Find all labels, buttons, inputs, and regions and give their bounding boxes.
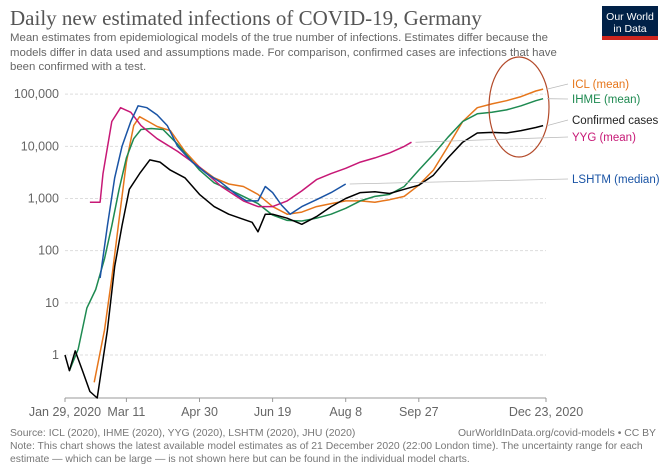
y-tick-label: 1,000	[28, 192, 59, 206]
logo-line-2: in Data	[613, 23, 647, 35]
label-connector	[349, 178, 569, 185]
source-text: Source: ICL (2020), IHME (2020), YYG (20…	[10, 428, 356, 439]
series-label: ICL (mean)	[572, 79, 629, 91]
y-tick-label: 10,000	[21, 139, 59, 153]
series-line	[93, 88, 544, 383]
logo-line-1: Our World	[606, 11, 654, 23]
chart-footer: Source: ICL (2020), IHME (2020), YYG (20…	[10, 427, 656, 466]
series-line	[89, 106, 412, 208]
series-label: Confirmed cases	[572, 115, 659, 127]
chart-subtitle: Mean estimates from epidemiological mode…	[10, 32, 557, 73]
logo-accent-bar	[602, 36, 658, 40]
x-tick-label: Aug 8	[329, 405, 362, 419]
y-tick-label: 10	[45, 296, 59, 310]
x-tick-label: Sep 27	[399, 405, 439, 419]
label-connector	[415, 136, 569, 143]
series-label: IHME (mean)	[572, 94, 641, 106]
x-tick-label: Apr 30	[181, 405, 218, 419]
line-chart: 1 10 100 1,000 10,000 100,000 Jan 29, 2020 Mar …	[14, 56, 660, 419]
label-connector	[546, 119, 569, 126]
chart-title: Daily new estimated infections of COVID-…	[10, 6, 482, 30]
y-tick-label: 100	[38, 244, 59, 258]
series-line	[99, 105, 347, 279]
x-tick-label: Mar 11	[107, 405, 145, 419]
label-connector	[546, 83, 569, 90]
y-tick-label: 100,000	[14, 87, 59, 101]
y-tick-label: 1	[52, 348, 59, 362]
series-line	[68, 97, 544, 371]
x-tick-label: Jun 19	[254, 405, 292, 419]
highlight-ellipse	[488, 56, 550, 158]
series-label: LSHTM (median)	[572, 174, 660, 186]
series-line	[64, 124, 544, 399]
credit-link[interactable]: OurWorldInData.org/covid-models • CC BY	[457, 428, 656, 439]
series-label: YYG (mean)	[572, 132, 636, 144]
owid-logo[interactable]: Our World in Data	[602, 6, 658, 40]
x-tick-label: Dec 23, 2020	[509, 405, 583, 419]
x-tick-label: Jan 29, 2020	[29, 405, 101, 419]
note-text: Note: This chart shows the latest availa…	[10, 441, 643, 465]
